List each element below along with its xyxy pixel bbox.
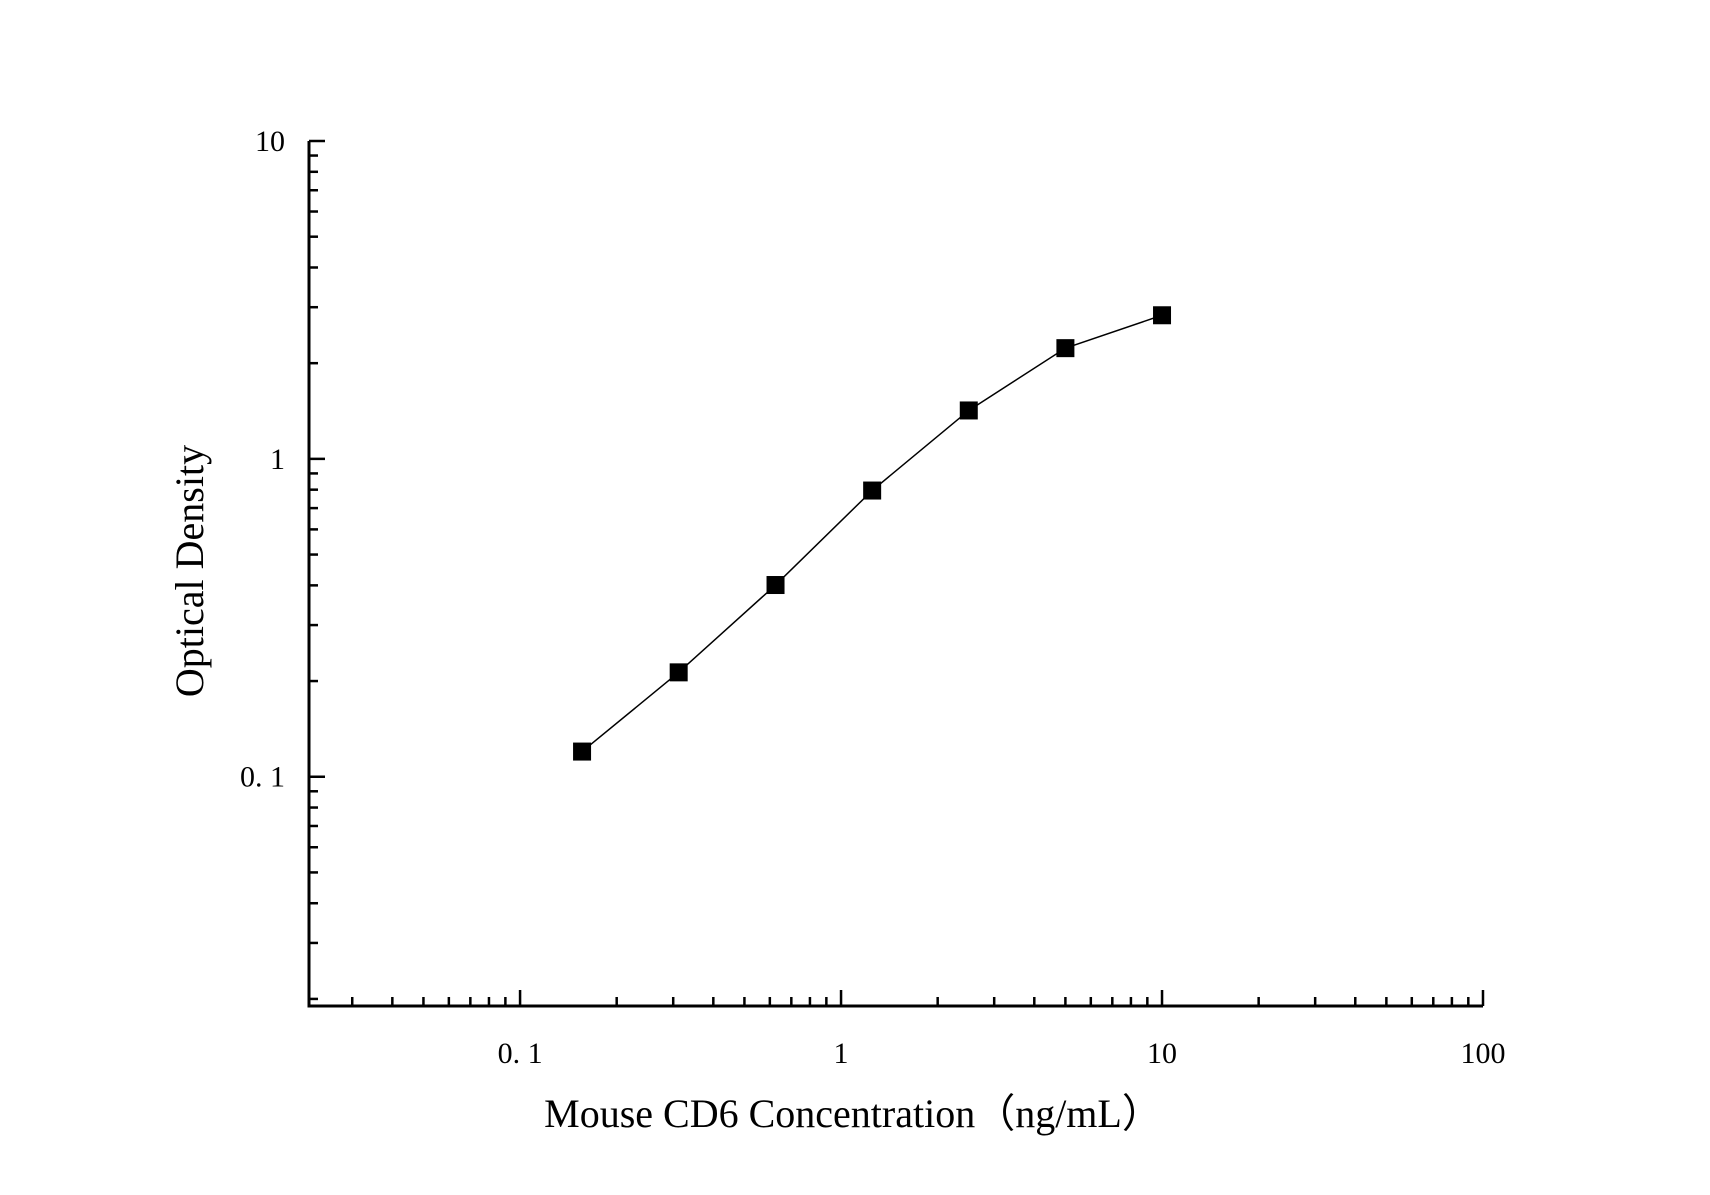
tick-labels: 0. 1 1 10 100 0. 1 1 10: [240, 125, 1506, 1070]
data-point: [959, 401, 978, 420]
y-tick-label: 0. 1: [240, 761, 285, 794]
data-point: [1056, 339, 1075, 358]
x-tick-label: 10: [1147, 1037, 1177, 1070]
x-tick-label: 1: [834, 1037, 849, 1070]
data-point: [863, 481, 882, 500]
data-point: [573, 742, 592, 761]
data-point: [1153, 306, 1172, 325]
x-axis-title: Mouse CD6 Concentration（ng/mL）: [544, 1091, 1162, 1136]
data-point: [669, 663, 688, 682]
axes: [307, 141, 1483, 1008]
x-tick-label: 0. 1: [498, 1037, 543, 1070]
series-line: [581, 314, 1163, 753]
series: [573, 306, 1172, 761]
y-tick-label: 1: [270, 443, 285, 476]
data-point: [766, 576, 785, 595]
y-axis-title: Optical Density: [167, 445, 212, 697]
y-tick-label: 10: [255, 125, 285, 158]
ticks: [309, 139, 1485, 1006]
x-tick-label: 100: [1461, 1037, 1506, 1070]
